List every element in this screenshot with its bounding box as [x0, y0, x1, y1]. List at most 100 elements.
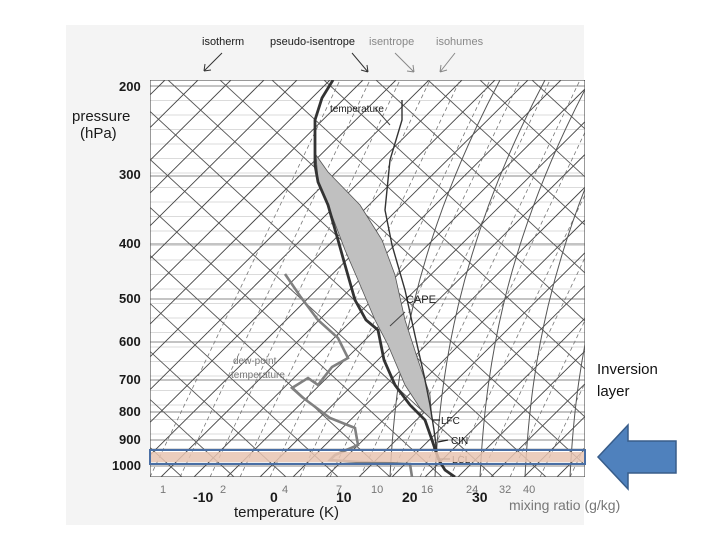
isentrope-line — [150, 302, 339, 477]
isotherm-line — [0, 80, 33, 477]
isotherm-line — [150, 80, 298, 227]
temperature-axis-title: temperature (K) — [234, 504, 339, 521]
mixing-ratio-tick: 40 — [523, 484, 535, 496]
temperature-tick: 10 — [336, 489, 352, 505]
mixing-ratio-axis-title: mixing ratio (g/kg) — [509, 497, 620, 513]
isotherm-line — [590, 80, 720, 477]
isentrope-line — [323, 80, 585, 322]
dewpoint-annotation-line2: temperature — [231, 370, 285, 381]
pressure-tick: 500 — [119, 291, 141, 306]
isotherm-line — [457, 350, 585, 477]
mixing-ratio-tick-labels: 1 2 4 7 10 16 24 32 40 — [160, 484, 535, 496]
cin-annotation: CIN — [451, 436, 468, 447]
pressure-tick: 600 — [119, 334, 141, 349]
legend-isotherm: isotherm — [202, 36, 244, 48]
isohume-line — [449, 193, 585, 477]
temperature-tick-labels: -10 0 10 20 30 — [193, 489, 488, 505]
isohume-line — [239, 80, 431, 477]
isotherm-line — [150, 80, 529, 456]
isohume-line — [359, 80, 551, 477]
pressure-tick: 700 — [119, 372, 141, 387]
isohume-line — [389, 80, 581, 477]
isohume-line — [539, 382, 585, 477]
isotherm-line — [150, 80, 397, 325]
isotherm-line — [325, 219, 585, 477]
pressure-axis-unit: (hPa) — [80, 125, 117, 142]
mixing-ratio-tick: 1 — [160, 484, 166, 496]
inversion-callout: Inversion layer — [597, 359, 658, 403]
pressure-tick: 400 — [119, 236, 141, 251]
isotherm-line — [150, 80, 265, 194]
isohume-line — [329, 80, 521, 477]
pressure-tick-labels: 200 300 400 500 600 700 800 900 1000 — [112, 79, 141, 473]
pseudo-isentrope-line — [434, 80, 546, 477]
isohume-line — [569, 444, 585, 477]
isohume-line — [509, 319, 585, 477]
inversion-callout-line1: Inversion — [597, 361, 658, 378]
pseudo-isentrope-line — [569, 341, 585, 477]
mixing-ratio-tick: 4 — [282, 484, 288, 496]
isotherm-line — [259, 153, 585, 477]
mixing-ratio-tick: 7 — [336, 484, 342, 496]
pseudo-isentrope-line — [479, 88, 585, 477]
pseudo-isentrope-line — [389, 80, 501, 477]
legend-isohumes: isohumes — [436, 36, 484, 48]
pseudo-isentrope-line — [524, 187, 585, 477]
pressure-tick: 900 — [119, 432, 141, 447]
diagram-grid — [0, 80, 720, 477]
isotherm-line — [391, 284, 585, 477]
isotherm-line — [226, 121, 585, 477]
pressure-tick: 1000 — [112, 458, 141, 473]
isohume-line — [150, 80, 341, 477]
pressure-tick: 300 — [119, 167, 141, 182]
legend-isentrope: isentrope — [369, 36, 414, 48]
inversion-callout-line2: layer — [597, 383, 630, 400]
isentrope-line — [150, 398, 235, 477]
pseudo-isentrope-line — [615, 80, 720, 477]
isotherm-line — [424, 317, 585, 477]
isohume-line — [419, 131, 585, 477]
mixing-ratio-tick: 32 — [499, 484, 511, 496]
parcel-path — [384, 100, 439, 461]
isentrope-line — [583, 80, 585, 82]
mixing-ratio-tick: 10 — [371, 484, 383, 496]
legend-arrows — [203, 52, 456, 73]
isotherm-line — [0, 80, 66, 477]
dewpoint-annotation-line1: dew-point — [233, 356, 277, 367]
temperature-tick: 20 — [402, 489, 418, 505]
isohume-line — [600, 80, 720, 477]
isohume-line — [209, 80, 401, 477]
pressure-tick: 800 — [119, 404, 141, 419]
isentrope-line — [636, 80, 720, 477]
temperature-tick: -10 — [193, 489, 213, 505]
temperature-annotation: temperature — [330, 104, 384, 115]
isentrope-line — [219, 80, 585, 418]
isotherm-line — [490, 383, 585, 477]
isentrope-line — [150, 206, 443, 477]
inversion-arrow — [596, 423, 677, 491]
isotherm-line — [150, 80, 430, 358]
mixing-ratio-tick: 2 — [220, 484, 226, 496]
lfc-annotation: LFC — [441, 416, 460, 427]
cape-annotation: CAPE — [406, 294, 436, 306]
mixing-ratio-tick: 24 — [466, 484, 478, 496]
isohume-line — [179, 80, 371, 477]
temperature-tick: 30 — [472, 489, 488, 505]
temperature-tick: 0 — [270, 489, 278, 505]
mixing-ratio-tick: 16 — [421, 484, 433, 496]
isentrope-line — [150, 350, 287, 477]
inversion-layer-fill — [151, 452, 584, 462]
isentrope-line — [375, 80, 585, 274]
isotherm-line — [150, 80, 331, 260]
isentrope-line — [479, 80, 585, 178]
cin-tick — [437, 439, 449, 443]
isentrope-line — [150, 110, 547, 477]
isotherm-line — [292, 186, 585, 477]
inversion-layer-box — [149, 449, 586, 465]
isotherm-line — [150, 80, 364, 293]
isotherm-line — [150, 80, 232, 162]
isentrope-line — [427, 80, 585, 226]
cape-pointer — [389, 311, 406, 327]
isentrope-line — [271, 80, 585, 370]
